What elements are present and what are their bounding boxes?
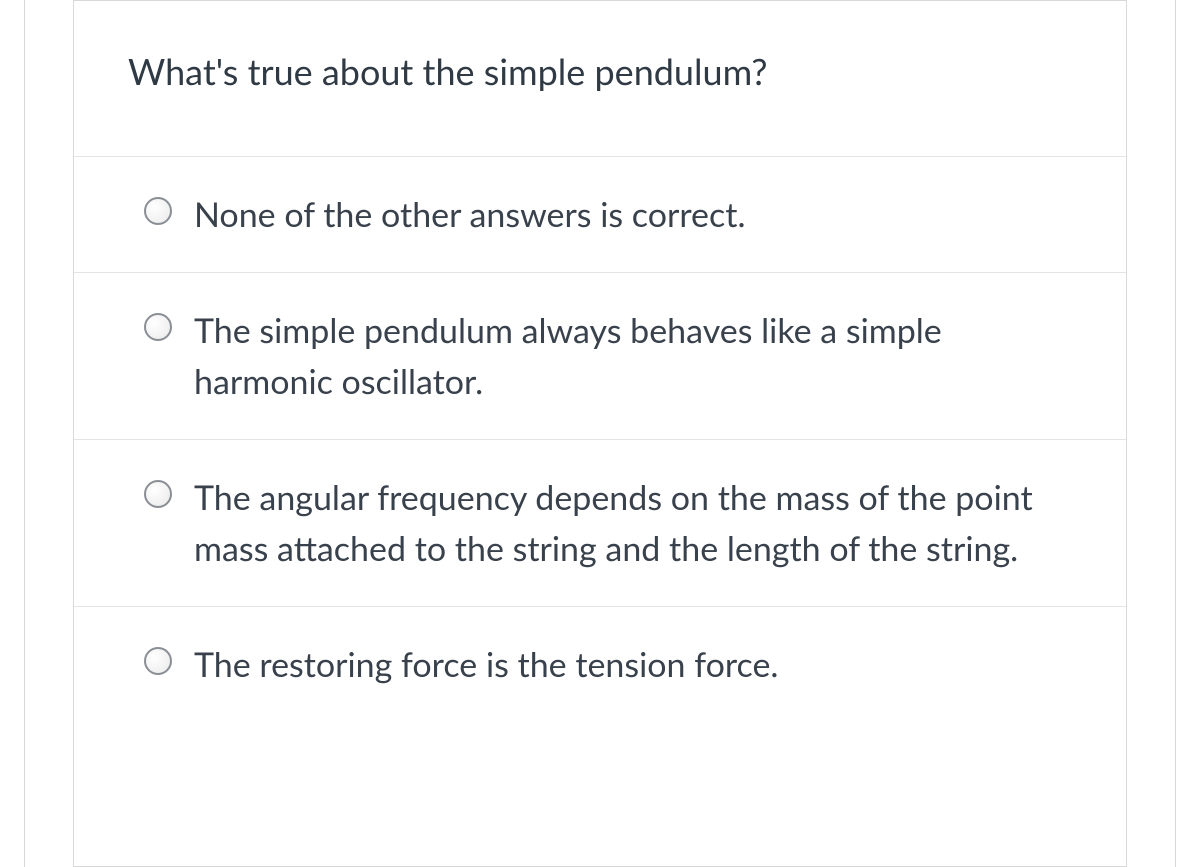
option-row[interactable]: None of the other answers is correct.: [74, 156, 1126, 272]
question-text: What's true about the simple pendulum?: [74, 1, 1126, 156]
option-row[interactable]: The restoring force is the tension force…: [74, 606, 1126, 722]
radio-icon[interactable]: [144, 480, 172, 508]
question-card: What's true about the simple pendulum? N…: [73, 0, 1127, 867]
option-label: None of the other answers is correct.: [194, 189, 745, 240]
radio-icon[interactable]: [144, 313, 172, 341]
radio-icon[interactable]: [144, 197, 172, 225]
option-label: The angular frequency depends on the mas…: [194, 472, 1072, 574]
option-row[interactable]: The angular frequency depends on the mas…: [74, 439, 1126, 606]
radio-icon[interactable]: [144, 647, 172, 675]
outer-frame: What's true about the simple pendulum? N…: [24, 0, 1176, 867]
option-label: The restoring force is the tension force…: [194, 639, 778, 690]
option-row[interactable]: The simple pendulum always behaves like …: [74, 272, 1126, 439]
option-label: The simple pendulum always behaves like …: [194, 305, 1072, 407]
